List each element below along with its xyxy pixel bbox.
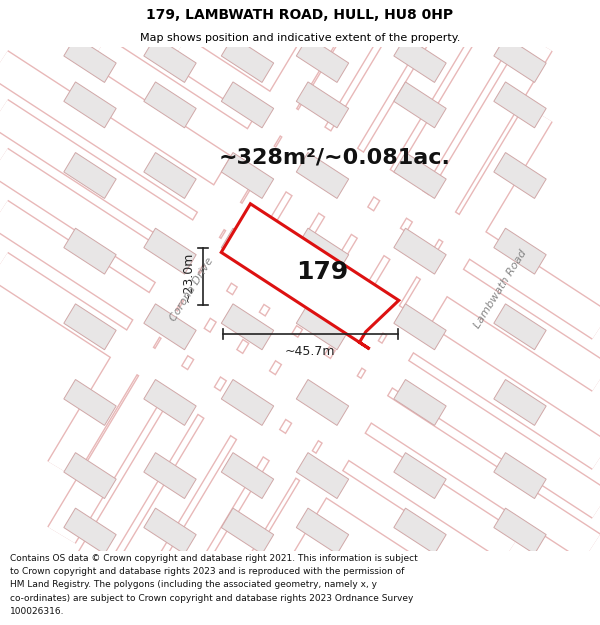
Polygon shape xyxy=(221,508,274,554)
Polygon shape xyxy=(394,379,446,426)
Polygon shape xyxy=(144,452,196,499)
Polygon shape xyxy=(296,452,349,499)
Polygon shape xyxy=(394,152,446,199)
Text: Map shows position and indicative extent of the property.: Map shows position and indicative extent… xyxy=(140,32,460,43)
Polygon shape xyxy=(144,379,196,426)
Polygon shape xyxy=(296,379,349,426)
Polygon shape xyxy=(221,379,274,426)
Polygon shape xyxy=(296,304,349,350)
Polygon shape xyxy=(296,508,349,554)
Polygon shape xyxy=(494,452,546,499)
Polygon shape xyxy=(64,152,116,199)
Polygon shape xyxy=(221,228,274,274)
Polygon shape xyxy=(394,508,446,554)
Polygon shape xyxy=(494,508,546,554)
Polygon shape xyxy=(144,82,196,128)
Polygon shape xyxy=(394,228,446,274)
Polygon shape xyxy=(494,228,546,274)
Polygon shape xyxy=(144,36,196,82)
Polygon shape xyxy=(64,82,116,128)
Polygon shape xyxy=(64,228,116,274)
Polygon shape xyxy=(394,36,446,82)
Text: co-ordinates) are subject to Crown copyright and database rights 2023 Ordnance S: co-ordinates) are subject to Crown copyr… xyxy=(10,594,413,602)
Text: 100026316.: 100026316. xyxy=(10,607,65,616)
Text: ~328m²/~0.081ac.: ~328m²/~0.081ac. xyxy=(219,148,451,168)
Polygon shape xyxy=(296,36,349,82)
Text: to Crown copyright and database rights 2023 and is reproduced with the permissio: to Crown copyright and database rights 2… xyxy=(10,568,404,576)
Polygon shape xyxy=(64,379,116,426)
Polygon shape xyxy=(221,304,274,350)
Text: ~45.7m: ~45.7m xyxy=(285,344,335,357)
Polygon shape xyxy=(64,304,116,350)
Polygon shape xyxy=(64,36,116,82)
Polygon shape xyxy=(394,82,446,128)
Polygon shape xyxy=(494,152,546,199)
Polygon shape xyxy=(221,204,399,349)
Polygon shape xyxy=(64,452,116,499)
Text: 179, LAMBWATH ROAD, HULL, HU8 0HP: 179, LAMBWATH ROAD, HULL, HU8 0HP xyxy=(146,8,454,22)
Polygon shape xyxy=(494,304,546,350)
Polygon shape xyxy=(296,228,349,274)
Text: 179: 179 xyxy=(296,260,348,284)
Polygon shape xyxy=(221,152,274,199)
Polygon shape xyxy=(296,152,349,199)
Polygon shape xyxy=(64,508,116,554)
Polygon shape xyxy=(494,36,546,82)
Polygon shape xyxy=(144,228,196,274)
Text: Corona Drive: Corona Drive xyxy=(169,256,215,322)
Text: Contains OS data © Crown copyright and database right 2021. This information is : Contains OS data © Crown copyright and d… xyxy=(10,554,418,563)
Polygon shape xyxy=(494,82,546,128)
Text: ~23.0m: ~23.0m xyxy=(182,251,194,301)
Polygon shape xyxy=(144,508,196,554)
Text: HM Land Registry. The polygons (including the associated geometry, namely x, y: HM Land Registry. The polygons (includin… xyxy=(10,581,377,589)
Polygon shape xyxy=(394,452,446,499)
Polygon shape xyxy=(394,304,446,350)
Text: Lambwath Road: Lambwath Road xyxy=(472,248,528,330)
Polygon shape xyxy=(221,452,274,499)
Polygon shape xyxy=(144,152,196,199)
Polygon shape xyxy=(144,304,196,350)
Polygon shape xyxy=(221,82,274,128)
Polygon shape xyxy=(494,379,546,426)
Polygon shape xyxy=(296,82,349,128)
Polygon shape xyxy=(221,36,274,82)
